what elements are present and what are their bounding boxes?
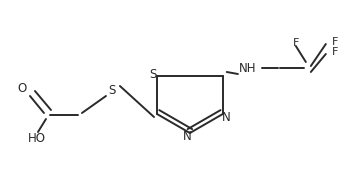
Text: F: F bbox=[332, 37, 338, 47]
Text: S: S bbox=[108, 83, 116, 96]
Text: NH: NH bbox=[239, 62, 257, 75]
Text: F: F bbox=[293, 38, 299, 48]
Text: O: O bbox=[17, 81, 27, 94]
Text: N: N bbox=[221, 111, 230, 124]
Text: HO: HO bbox=[28, 131, 46, 144]
Text: F: F bbox=[332, 47, 338, 57]
Text: N: N bbox=[183, 130, 191, 143]
Text: S: S bbox=[149, 68, 157, 81]
